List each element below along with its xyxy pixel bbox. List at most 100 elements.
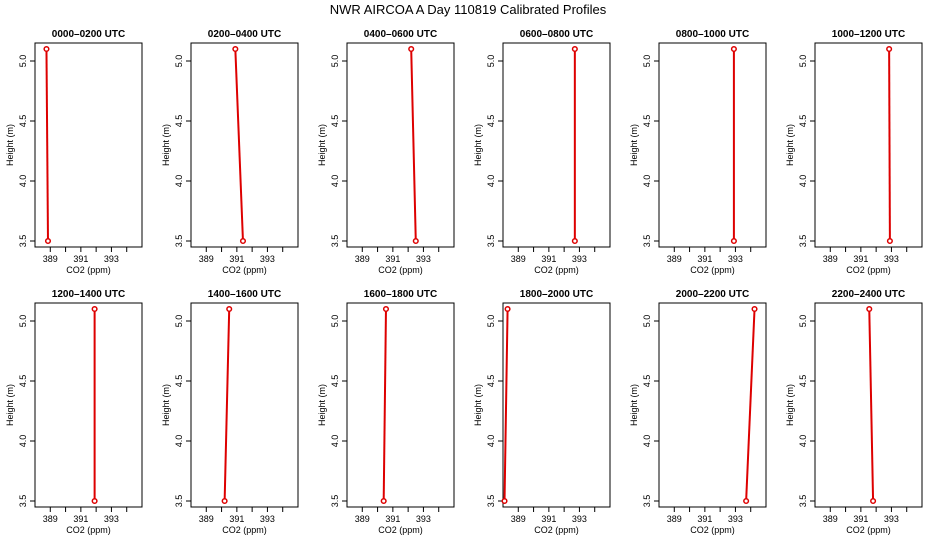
x-axis-label: CO2 (ppm) bbox=[378, 525, 423, 535]
y-axis-label: Height (m) bbox=[161, 124, 171, 166]
y-axis-label: Height (m) bbox=[473, 124, 483, 166]
y-tick-label: 4.5 bbox=[18, 115, 28, 128]
y-axis-label: Height (m) bbox=[785, 384, 795, 426]
x-tick-label: 393 bbox=[104, 254, 119, 264]
profile-point bbox=[751, 305, 758, 313]
x-axis-label: CO2 (ppm) bbox=[66, 525, 111, 535]
y-tick-label: 4.0 bbox=[486, 175, 496, 188]
profile-point bbox=[866, 305, 873, 313]
y-tick-label: 5.0 bbox=[18, 315, 28, 328]
y-tick-label: 5.0 bbox=[486, 55, 496, 68]
panel-frame bbox=[658, 302, 767, 508]
x-tick-label: 389 bbox=[355, 254, 370, 264]
x-tick-label: 389 bbox=[511, 254, 526, 264]
x-tick-label: 389 bbox=[43, 254, 58, 264]
x-axis-label: CO2 (ppm) bbox=[846, 525, 891, 535]
y-tick-label: 3.5 bbox=[642, 235, 652, 248]
profile-point bbox=[380, 497, 387, 505]
profile-point bbox=[886, 45, 893, 53]
y-tick-label: 4.0 bbox=[174, 175, 184, 188]
y-tick-label: 4.0 bbox=[798, 435, 808, 448]
y-tick-label: 4.5 bbox=[798, 375, 808, 388]
profile-point bbox=[571, 45, 578, 53]
panel-frame bbox=[502, 302, 611, 508]
y-axis-label: Height (m) bbox=[161, 384, 171, 426]
y-tick-label: 4.5 bbox=[486, 115, 496, 128]
profile-line bbox=[888, 48, 891, 242]
profile-point bbox=[730, 237, 737, 245]
y-tick-label: 5.0 bbox=[642, 315, 652, 328]
x-tick-label: 389 bbox=[511, 514, 526, 524]
x-tick-label: 391 bbox=[229, 514, 244, 524]
panel-frame bbox=[814, 42, 923, 248]
panel-frame bbox=[346, 302, 455, 508]
panel-title: 1800–2000 UTC bbox=[520, 289, 593, 300]
x-tick-label: 389 bbox=[667, 254, 682, 264]
x-tick-label: 393 bbox=[416, 254, 431, 264]
y-tick-label: 5.0 bbox=[486, 315, 496, 328]
x-tick-label: 391 bbox=[73, 514, 88, 524]
profile-point bbox=[44, 237, 52, 245]
profile-point bbox=[408, 45, 415, 53]
y-tick-label: 4.0 bbox=[330, 175, 340, 188]
y-tick-label: 4.5 bbox=[486, 375, 496, 388]
y-tick-label: 3.5 bbox=[174, 235, 184, 248]
panel-title: 0200–0400 UTC bbox=[208, 29, 281, 40]
x-tick-label: 389 bbox=[43, 514, 58, 524]
x-tick-label: 391 bbox=[853, 514, 868, 524]
y-tick-label: 3.5 bbox=[798, 495, 808, 508]
y-tick-label: 4.5 bbox=[330, 375, 340, 388]
profile-line bbox=[45, 48, 49, 242]
x-tick-label: 389 bbox=[355, 514, 370, 524]
profile-point bbox=[571, 237, 578, 245]
y-tick-label: 4.5 bbox=[174, 115, 184, 128]
profile-point bbox=[412, 237, 419, 245]
y-tick-label: 4.0 bbox=[18, 435, 28, 448]
y-tick-label: 5.0 bbox=[18, 55, 28, 68]
panel-title: 0800–1000 UTC bbox=[676, 29, 749, 40]
y-tick-label: 4.5 bbox=[18, 375, 28, 388]
y-tick-label: 4.0 bbox=[330, 435, 340, 448]
y-tick-label: 3.5 bbox=[642, 495, 652, 508]
x-tick-label: 393 bbox=[884, 514, 899, 524]
profile-point bbox=[743, 497, 750, 505]
panel-frame bbox=[34, 302, 143, 508]
y-axis-label: Height (m) bbox=[629, 384, 639, 426]
x-tick-label: 393 bbox=[416, 514, 431, 524]
x-tick-label: 393 bbox=[728, 254, 743, 264]
x-tick-label: 389 bbox=[823, 514, 838, 524]
panel-title: 1400–1600 UTC bbox=[208, 289, 281, 300]
y-tick-label: 5.0 bbox=[174, 315, 184, 328]
profile-line bbox=[223, 308, 231, 502]
x-axis-label: CO2 (ppm) bbox=[378, 265, 423, 275]
y-tick-label: 3.5 bbox=[486, 235, 496, 248]
y-tick-label: 4.5 bbox=[642, 375, 652, 388]
x-tick-label: 393 bbox=[728, 514, 743, 524]
profile-point bbox=[232, 45, 239, 53]
profile-point bbox=[504, 305, 511, 313]
panel-frame bbox=[190, 302, 299, 508]
panel-frame bbox=[814, 302, 923, 508]
x-tick-label: 389 bbox=[199, 254, 214, 264]
profile-point bbox=[730, 45, 737, 53]
profile-line bbox=[868, 308, 875, 502]
panel-title: 1600–1800 UTC bbox=[364, 289, 437, 300]
y-tick-label: 3.5 bbox=[330, 235, 340, 248]
x-axis-label: CO2 (ppm) bbox=[534, 525, 579, 535]
x-tick-label: 391 bbox=[541, 254, 556, 264]
profile-line bbox=[234, 48, 244, 242]
y-axis-label: Height (m) bbox=[5, 124, 15, 166]
x-axis-label: CO2 (ppm) bbox=[690, 265, 735, 275]
x-tick-label: 393 bbox=[572, 254, 587, 264]
y-tick-label: 3.5 bbox=[18, 495, 28, 508]
y-tick-label: 4.0 bbox=[642, 435, 652, 448]
